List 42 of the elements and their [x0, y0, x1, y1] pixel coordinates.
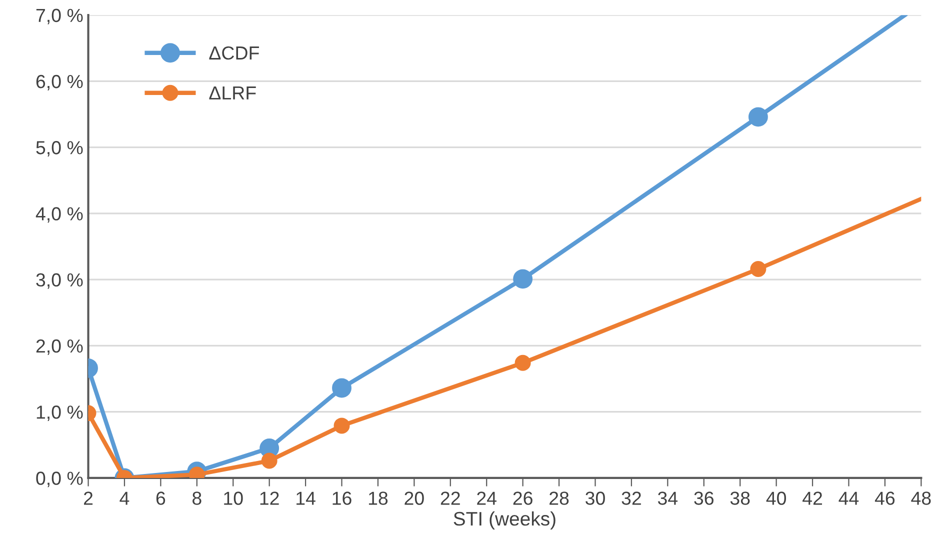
x-tick-label: 46 — [874, 492, 895, 505]
point — [513, 269, 533, 289]
x-tick-label: 6 — [156, 492, 166, 505]
x-tick-label: 20 — [404, 492, 424, 505]
y-tick-label: 5,0 % — [36, 141, 83, 157]
point — [514, 354, 531, 371]
x-tick-label: 32 — [622, 492, 641, 505]
point — [750, 261, 766, 277]
x-tick-label: 28 — [550, 492, 569, 505]
x-tick-label: 48 — [911, 492, 931, 505]
y-tick-label: 3,0 % — [36, 273, 83, 289]
x-tick-label: 44 — [838, 492, 859, 505]
legend-label: ΔCDF — [209, 46, 259, 60]
y-tick-label: 6,0 % — [36, 74, 83, 90]
y-tick-label: 1,0 % — [36, 406, 83, 422]
x-tick-label: 26 — [513, 492, 532, 505]
x-tick-label: 8 — [192, 492, 202, 505]
x-tick-label: 22 — [440, 492, 460, 505]
x-tick-label: 10 — [224, 492, 243, 505]
legend-label: ΔLRF — [209, 86, 256, 100]
point — [748, 107, 768, 127]
x-tick-label: 38 — [730, 492, 750, 505]
x-tick-label: 4 — [120, 492, 130, 505]
x-tick-label: 36 — [694, 492, 714, 505]
point — [332, 378, 352, 398]
y-tick-label: 2,0 % — [36, 339, 83, 355]
x-tick-label: 42 — [802, 492, 822, 505]
y-tick-label: 0,0 % — [36, 472, 83, 488]
x-tick-label: 18 — [368, 492, 388, 505]
x-tick-label: 12 — [260, 492, 279, 505]
x-tick-label: 30 — [586, 492, 605, 505]
x-tick-label: 34 — [658, 492, 678, 505]
x-tick-label: 14 — [296, 492, 316, 505]
x-tick-label: 2 — [84, 492, 93, 505]
x-tick-label: 40 — [766, 492, 786, 505]
x-tick-label: 16 — [332, 492, 352, 505]
point — [334, 418, 350, 434]
y-tick-label: 7,0 % — [36, 8, 83, 24]
y-tick-label: 4,0 % — [36, 207, 83, 223]
x-tick-label: 24 — [477, 492, 496, 505]
point — [261, 452, 278, 469]
x-axis-title: STI (weeks) — [454, 511, 556, 530]
